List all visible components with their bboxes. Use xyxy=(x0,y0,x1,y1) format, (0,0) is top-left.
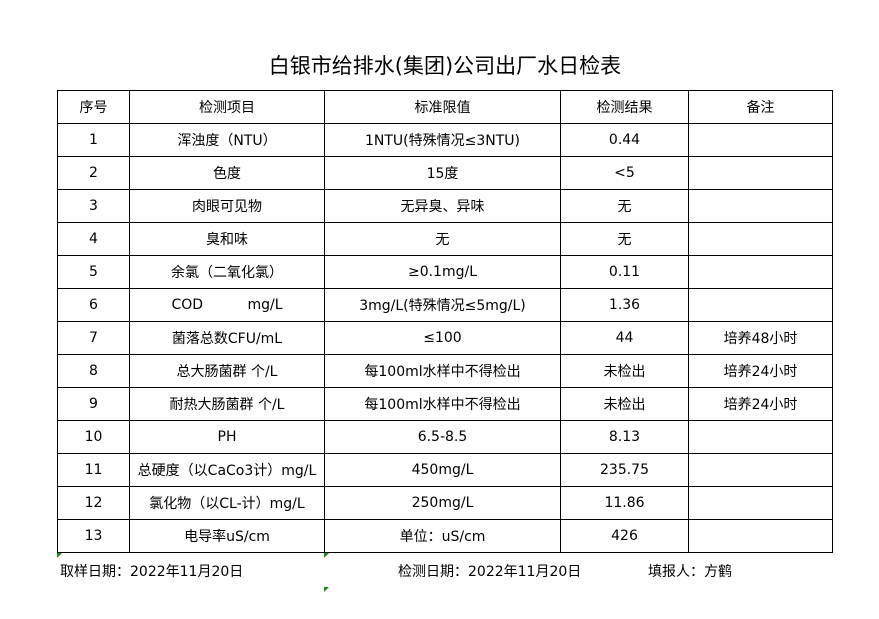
test-result: <5 xyxy=(560,156,689,190)
reporter: 填报人：方鹤 xyxy=(648,564,732,580)
table-row: 12 氯化物（以CL-计）mg/L 250mg/L 11.86 xyxy=(57,486,833,520)
row-number: 5 xyxy=(57,255,130,289)
remark xyxy=(688,420,833,454)
header-cell: 检测项目 xyxy=(129,90,325,124)
test-date: 检测日期：2022年11月20日 xyxy=(398,564,582,580)
test-item: 色度 xyxy=(129,156,325,190)
header-cell: 备注 xyxy=(688,90,833,124)
table-row: 9 耐热大肠菌群 个/L 每100ml水样中不得检出 未检出 培养24小时 xyxy=(57,387,833,421)
remark xyxy=(688,519,833,553)
test-item: 肉眼可见物 xyxy=(129,189,325,223)
row-number: 6 xyxy=(57,288,130,322)
remark xyxy=(688,255,833,289)
table-row: 5 余氯（二氧化氯） ≥0.1mg/L 0.11 xyxy=(57,255,833,289)
standard-limit: ≥0.1mg/L xyxy=(324,255,561,289)
header-cell: 标准限值 xyxy=(324,90,561,124)
row-number: 2 xyxy=(57,156,130,190)
standard-limit: 1NTU(特殊情况≤3NTU) xyxy=(324,123,561,157)
row-number: 10 xyxy=(57,420,130,454)
table-row: 11 总硬度（以CaCo3计）mg/L 450mg/L 235.75 xyxy=(57,453,833,487)
table-row: 13 电导率uS/cm 单位：uS/cm 426 xyxy=(57,519,833,553)
cell-marker xyxy=(324,587,329,592)
test-result: 8.13 xyxy=(560,420,689,454)
test-item: 总硬度（以CaCo3计）mg/L xyxy=(129,453,325,487)
standard-limit: 6.5-8.5 xyxy=(324,420,561,454)
row-number: 1 xyxy=(57,123,130,157)
table-row: 6 COD mg/L 3mg/L(特殊情况≤5mg/L) 1.36 xyxy=(57,288,833,322)
test-item: 氯化物（以CL-计）mg/L xyxy=(129,486,325,520)
standard-limit: 250mg/L xyxy=(324,486,561,520)
standard-limit: 无 xyxy=(324,222,561,256)
table-row: 8 总大肠菌群 个/L 每100ml水样中不得检出 未检出 培养24小时 xyxy=(57,354,833,388)
test-item: 余氯（二氧化氯） xyxy=(129,255,325,289)
test-item: PH xyxy=(129,420,325,454)
remark xyxy=(688,156,833,190)
standard-limit: 单位：uS/cm xyxy=(324,519,561,553)
remark xyxy=(688,453,833,487)
test-item: 浑浊度（NTU） xyxy=(129,123,325,157)
row-number: 12 xyxy=(57,486,130,520)
inspection-table: 序号 检测项目 标准限值 检测结果 备注 1 浑浊度（NTU） 1NTU(特殊情况≤… xyxy=(57,90,833,553)
remark xyxy=(688,189,833,223)
table-row: 10 PH 6.5-8.5 8.13 xyxy=(57,420,833,454)
standard-limit: 15度 xyxy=(324,156,561,190)
remark: 培养24小时 xyxy=(688,354,833,388)
standard-limit: 每100ml水样中不得检出 xyxy=(324,387,561,421)
standard-limit: 无异臭、异味 xyxy=(324,189,561,223)
test-result: 无 xyxy=(560,222,689,256)
test-result: 235.75 xyxy=(560,453,689,487)
standard-limit: 450mg/L xyxy=(324,453,561,487)
test-item: 臭和味 xyxy=(129,222,325,256)
remark xyxy=(688,486,833,520)
row-number: 8 xyxy=(57,354,130,388)
test-result: 11.86 xyxy=(560,486,689,520)
test-item: 电导率uS/cm xyxy=(129,519,325,553)
table-row: 4 臭和味无无 xyxy=(57,222,833,256)
standard-limit: 每100ml水样中不得检出 xyxy=(324,354,561,388)
remark xyxy=(688,222,833,256)
test-item: 耐热大肠菌群 个/L xyxy=(129,387,325,421)
header-row: 序号 检测项目 标准限值 检测结果 备注 xyxy=(57,90,833,124)
row-number: 3 xyxy=(57,189,130,223)
test-result: 0.11 xyxy=(560,255,689,289)
test-result: 44 xyxy=(560,321,689,355)
test-item: 菌落总数CFU/mL xyxy=(129,321,325,355)
remark: 培养48小时 xyxy=(688,321,833,355)
test-result: 未检出 xyxy=(560,354,689,388)
sample-date: 取样日期：2022年11月20日 xyxy=(60,564,244,580)
table-row: 1 浑浊度（NTU） 1NTU(特殊情况≤3NTU) 0.44 xyxy=(57,123,833,157)
row-number: 7 xyxy=(57,321,130,355)
row-number: 4 xyxy=(57,222,130,256)
remark: 培养24小时 xyxy=(688,387,833,421)
test-result: 0.44 xyxy=(560,123,689,157)
test-item: 总大肠菌群 个/L xyxy=(129,354,325,388)
page-title: 白银市给排水(集团)公司出厂水日检表 xyxy=(268,54,622,78)
test-result: 1.36 xyxy=(560,288,689,322)
remark xyxy=(688,123,833,157)
row-number: 9 xyxy=(57,387,130,421)
standard-limit: 3mg/L(特殊情况≤5mg/L) xyxy=(324,288,561,322)
remark xyxy=(688,288,833,322)
table-row: 2 色度 15度 <5 xyxy=(57,156,833,190)
test-item: COD mg/L xyxy=(129,288,325,322)
cell-marker xyxy=(324,553,329,558)
header-cell: 检测结果 xyxy=(560,90,689,124)
row-number: 13 xyxy=(57,519,130,553)
row-number: 11 xyxy=(57,453,130,487)
test-result: 无 xyxy=(560,189,689,223)
cell-marker xyxy=(57,553,62,558)
standard-limit: ≤100 xyxy=(324,321,561,355)
table-row: 7 菌落总数CFU/mL ≤100 44 培养48小时 xyxy=(57,321,833,355)
header-cell: 序号 xyxy=(57,90,130,124)
table-row: 3 肉眼可见物 无异臭、异味无 xyxy=(57,189,833,223)
test-result: 426 xyxy=(560,519,689,553)
test-result: 未检出 xyxy=(560,387,689,421)
